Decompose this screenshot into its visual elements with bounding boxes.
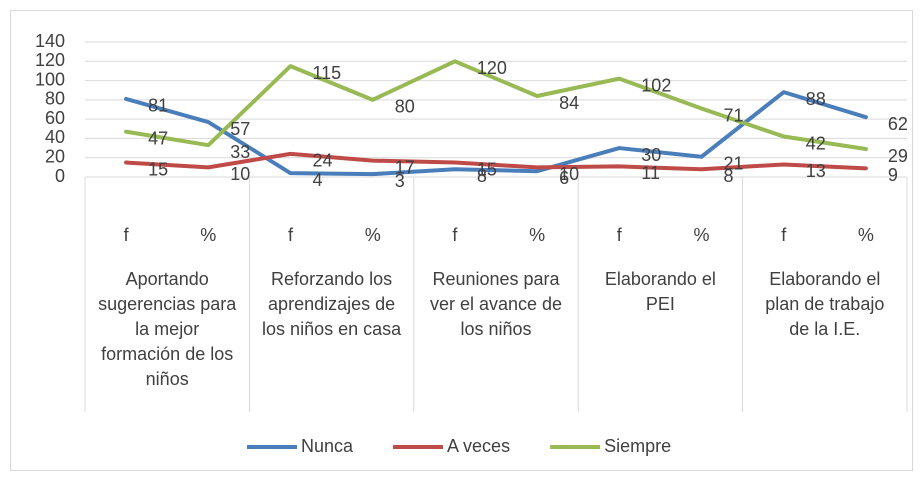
x-tick-label: % [693,225,709,245]
group-label: niños [146,369,189,389]
data-label: 10 [559,164,579,184]
data-label: 29 [888,146,908,166]
data-label: 33 [230,142,250,162]
legend-label: Siempre [604,436,671,456]
y-tick-label: 20 [45,146,65,166]
legend-label: A veces [447,436,510,456]
legend-label: Nunca [301,436,354,456]
x-tick-label: % [365,225,381,245]
data-label: 6 [559,168,569,188]
data-label: 88 [806,89,826,109]
data-label: 115 [313,63,342,83]
data-label: 17 [395,157,415,177]
x-tick-label: % [529,225,545,245]
group-label: Reuniones para [432,269,560,289]
data-label: 30 [641,145,661,165]
data-label: 24 [313,151,333,171]
y-tick-label: 140 [35,31,65,51]
data-label: 8 [477,166,487,186]
group-label: Reforzando los [271,269,392,289]
data-label: 71 [724,105,744,125]
group-label: PEI [646,294,675,314]
group-label: formación de los [101,344,233,364]
x-tick-label: f [124,225,130,245]
data-label: 4 [313,170,323,190]
data-label: 11 [641,163,660,183]
y-tick-label: 80 [45,89,65,109]
data-label: 13 [806,161,826,181]
data-label: 8 [724,166,734,186]
x-tick-label: f [781,225,787,245]
data-label: 10 [230,164,250,184]
x-tick-label: f [617,225,623,245]
data-label: 120 [477,58,507,78]
group-label: plan de trabajo [765,294,884,314]
x-tick-label: % [858,225,874,245]
data-label: 80 [395,97,415,117]
group-label: Aportando [126,269,209,289]
data-label: 3 [395,171,405,191]
y-tick-label: 60 [45,108,65,128]
group-label: los niños [460,319,531,339]
series-line [124,59,868,152]
data-label: 9 [888,165,898,185]
data-label: 102 [641,75,671,95]
group-label: ver el avance de [430,294,562,314]
data-label: 62 [888,114,908,134]
y-tick-label: 100 [35,69,65,89]
x-tick-label: % [200,225,216,245]
y-tick-label: 120 [35,50,65,70]
group-label: los niños en casa [262,319,402,339]
data-label: 15 [148,159,168,179]
data-label: 42 [806,133,826,153]
group-label: Elaborando el [769,269,880,289]
data-label: 57 [230,119,250,139]
x-tick-label: f [452,225,458,245]
y-tick-label: 0 [55,166,65,186]
series-line [124,151,868,172]
group-label: la mejor [135,319,199,339]
data-label: 21 [724,154,744,174]
chart-border [10,10,913,471]
group-label: Elaborando el [605,269,716,289]
y-tick-label: 40 [45,127,65,147]
data-label: 15 [477,159,497,179]
data-label: 81 [148,96,168,116]
data-label: 47 [148,128,168,148]
group-label: sugerencias para [98,294,237,314]
data-label: 84 [559,93,579,113]
x-tick-label: f [288,225,294,245]
group-label: de la I.E. [789,319,860,339]
group-label: aprendizajes de [268,294,395,314]
